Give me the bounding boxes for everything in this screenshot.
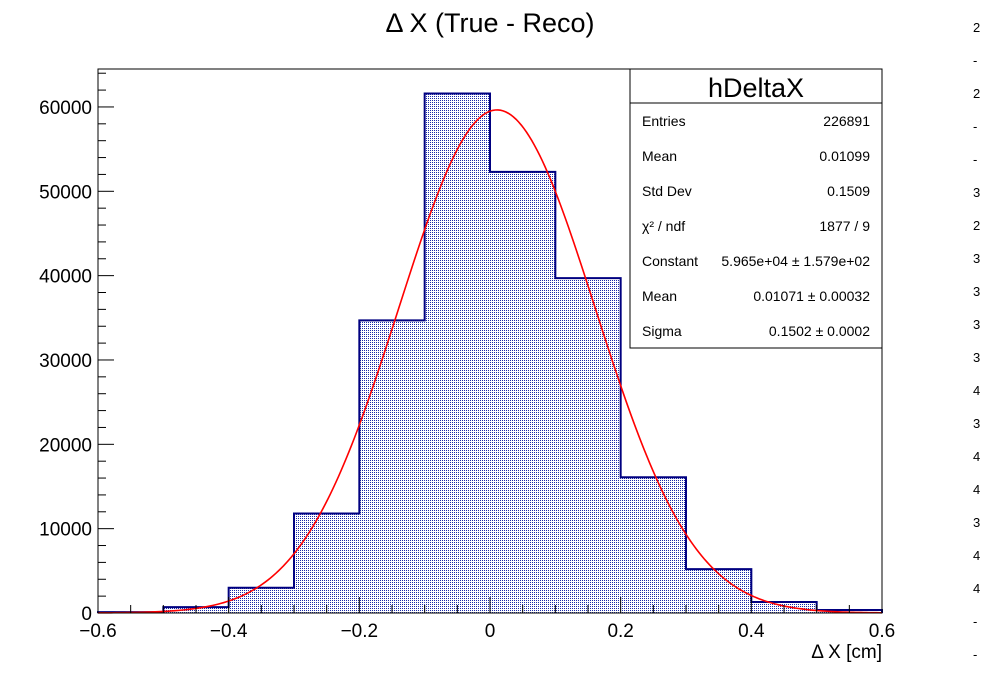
stats-row-value: 5.965e+04 ± 1.579e+02 — [721, 253, 870, 269]
edge-strip-glyph: - — [973, 647, 978, 662]
y-tick-label: 10000 — [39, 520, 92, 541]
x-tick-label: −0.4 — [210, 621, 248, 642]
stats-box-title: hDeltaX — [708, 73, 804, 103]
edge-strip-glyph: 4 — [973, 548, 981, 563]
edge-strip-glyph: 3 — [973, 350, 981, 365]
edge-strip-glyph: 4 — [973, 383, 981, 398]
edge-strip-glyph: - — [973, 614, 978, 629]
histogram-bin — [424, 93, 490, 613]
edge-strip-glyph: - — [973, 152, 978, 167]
x-tick-label: −0.6 — [79, 621, 117, 642]
edge-strip-glyph: 4 — [973, 482, 981, 497]
stats-row-label: Mean — [642, 288, 677, 304]
stats-row-value: 0.01099 — [819, 148, 870, 164]
histogram-bin — [490, 171, 556, 613]
x-axis-label: Δ X [cm] — [811, 642, 882, 663]
histogram-bin — [555, 278, 621, 613]
edge-strip-glyph: 3 — [973, 317, 981, 332]
stats-row-value: 0.1502 ± 0.0002 — [769, 323, 870, 339]
y-tick-label: 50000 — [39, 182, 92, 203]
y-tick-label: 60000 — [39, 98, 92, 119]
x-tick-label: −0.2 — [341, 621, 379, 642]
x-tick-label: 0.4 — [738, 621, 765, 642]
stats-row-value: 0.01071 ± 0.00032 — [753, 288, 870, 304]
stats-box-frame — [629, 68, 883, 349]
y-tick-label: 0 — [81, 604, 92, 625]
x-tick-label: 0.2 — [607, 621, 633, 642]
edge-strip-glyph: 3 — [973, 416, 981, 431]
stats-row-value: 1877 / 9 — [819, 218, 870, 234]
stats-row-label: Std Dev — [642, 183, 692, 199]
edge-strip-glyph: 4 — [973, 449, 981, 464]
stats-row-value: 0.1509 — [827, 183, 870, 199]
edge-strip-glyph: 2 — [973, 86, 981, 101]
stats-row-label: Sigma — [642, 323, 682, 339]
right-edge-strip: 2 - 2 - - 3 2 3 3 3 3 4 3 4 4 3 4 4 - - — [972, 0, 981, 682]
edge-strip-glyph: 3 — [973, 251, 981, 266]
y-tick-label: 20000 — [39, 435, 92, 456]
histogram-bars — [98, 93, 882, 613]
histogram-bin — [359, 320, 425, 613]
histogram-bin — [294, 513, 360, 613]
edge-strip-glyph: 3 — [973, 515, 981, 530]
x-axis: −0.6 −0.4 −0.2 0 0.2 0.4 0.6 — [79, 597, 895, 642]
edge-strip-glyph: - — [973, 119, 978, 134]
edge-strip-glyph: 2 — [973, 20, 981, 35]
edge-strip-glyph: 2 — [973, 218, 981, 233]
x-tick-label: 0.6 — [869, 621, 895, 642]
stats-row-label: Entries — [642, 113, 686, 129]
edge-strip-glyph: 4 — [973, 581, 981, 596]
y-tick-label: 40000 — [39, 267, 92, 288]
edge-strip-glyph: - — [973, 53, 978, 68]
stats-row-value: 226891 — [823, 113, 870, 129]
x-tick-label: 0 — [485, 621, 496, 642]
chart-title: Δ X (True - Reco) — [385, 8, 594, 38]
edge-strip-glyph: 3 — [973, 185, 981, 200]
stats-row-label: Constant — [642, 253, 698, 269]
stats-row-label: χ² / ndf — [642, 218, 685, 234]
y-axis: 0 10000 20000 30000 40000 50000 60000 — [39, 72, 114, 625]
histogram-bin — [620, 477, 686, 613]
y-tick-label: 30000 — [39, 351, 92, 372]
edge-strip-glyph: 3 — [973, 284, 981, 299]
stats-row-label: Mean — [642, 148, 677, 164]
stats-box: hDeltaX Entries 226891 Mean 0.01099 Std Dev 0.… — [629, 68, 883, 349]
